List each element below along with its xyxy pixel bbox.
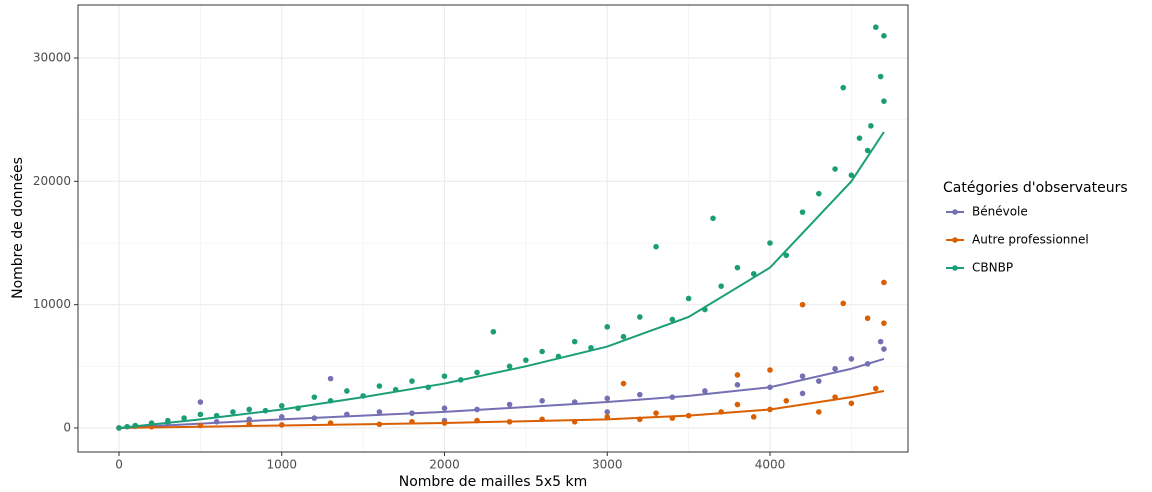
point: [877, 73, 884, 80]
point: [278, 414, 285, 420]
point: [246, 406, 253, 413]
point: [653, 243, 659, 250]
legend-label: Bénévole: [972, 205, 1028, 219]
point: [864, 147, 871, 154]
point: [881, 33, 887, 39]
point: [636, 314, 643, 320]
point: [636, 391, 643, 398]
point: [702, 388, 708, 394]
legend-point: [952, 237, 958, 243]
point: [767, 240, 773, 246]
point: [856, 135, 863, 141]
point: [881, 320, 887, 326]
point: [620, 380, 627, 387]
point: [669, 316, 676, 323]
point: [750, 414, 757, 420]
point: [872, 24, 879, 30]
point: [881, 346, 887, 352]
point: [718, 283, 724, 289]
legend-point: [952, 265, 958, 271]
point: [734, 264, 741, 271]
point: [864, 315, 871, 322]
point: [848, 356, 855, 362]
point: [539, 348, 545, 355]
point: [620, 333, 627, 340]
point: [604, 324, 611, 330]
point: [783, 252, 790, 259]
point: [197, 399, 204, 405]
point: [734, 381, 741, 388]
legend-label: Autre professionnel: [972, 233, 1089, 247]
point: [506, 363, 513, 370]
point: [734, 372, 741, 378]
point: [523, 357, 529, 363]
point: [409, 378, 415, 384]
point: [327, 375, 334, 382]
point: [376, 383, 383, 389]
point: [653, 410, 659, 416]
legend-label: CBNBP: [972, 261, 1013, 275]
point: [685, 295, 692, 302]
panel-border: [77, 4, 909, 453]
point: [816, 409, 822, 415]
x-tick-label: 1000: [266, 458, 297, 472]
point: [881, 279, 887, 286]
point: [816, 378, 822, 384]
point: [767, 367, 773, 373]
point: [799, 209, 806, 215]
y-tick-label: 20000: [33, 174, 71, 188]
y-tick-label: 10000: [33, 297, 71, 311]
point: [710, 215, 716, 222]
point: [799, 390, 806, 397]
point: [783, 398, 790, 404]
point: [506, 401, 513, 408]
point: [868, 123, 874, 129]
point: [311, 394, 318, 400]
point: [604, 395, 611, 402]
point: [278, 402, 285, 409]
point: [877, 338, 884, 345]
trend-line: [118, 357, 885, 429]
point: [474, 369, 480, 376]
legend-title: Catégories d'observateurs: [943, 180, 1128, 196]
x-tick-label: 2000: [429, 458, 460, 472]
point: [816, 190, 822, 197]
point: [734, 401, 741, 408]
point: [376, 409, 383, 415]
point: [539, 398, 545, 404]
point: [848, 172, 855, 178]
point: [799, 301, 806, 308]
point: [872, 385, 879, 392]
legend-point: [952, 209, 958, 215]
point: [604, 409, 611, 415]
point: [832, 166, 838, 172]
point: [344, 388, 350, 394]
point: [604, 414, 611, 420]
point: [832, 365, 838, 372]
point: [441, 405, 448, 412]
point: [181, 415, 187, 421]
x-tick-label: 4000: [755, 458, 786, 472]
point: [799, 373, 806, 379]
point: [490, 328, 497, 335]
point: [197, 411, 204, 418]
trend-line: [118, 389, 885, 429]
point: [840, 300, 847, 307]
trend-line: [118, 131, 885, 429]
point: [230, 409, 236, 415]
point: [840, 84, 847, 91]
y-tick-label: 0: [63, 420, 71, 434]
point: [881, 98, 887, 104]
point: [571, 338, 578, 345]
x-tick-label: 3000: [592, 458, 623, 472]
point: [848, 400, 855, 407]
point: [750, 271, 757, 277]
y-axis-title: Nombre de données: [10, 157, 26, 299]
x-tick-label: 0: [115, 458, 123, 472]
point: [441, 373, 448, 379]
y-tick-label: 30000: [33, 51, 71, 65]
x-axis-title: Nombre de mailles 5x5 km: [399, 474, 588, 490]
